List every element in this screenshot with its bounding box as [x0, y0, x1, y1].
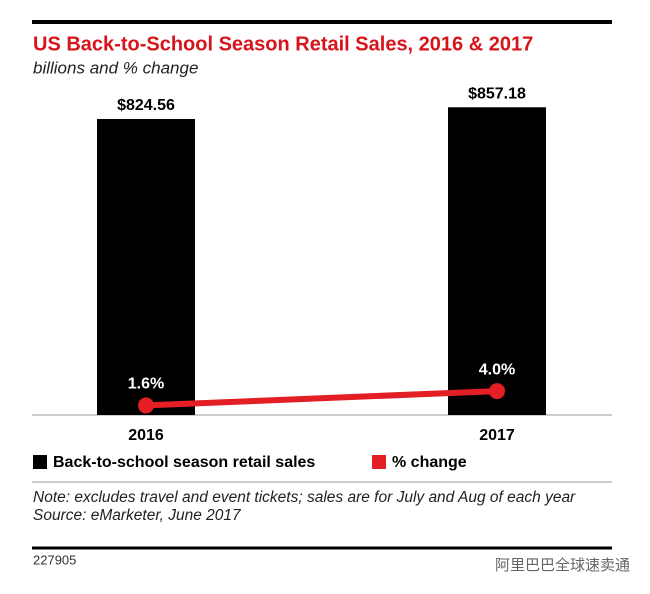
line-point — [489, 383, 505, 400]
bar-value-label: $824.56 — [117, 97, 175, 114]
legend-label: % change — [392, 454, 467, 471]
watermark: 阿里巴巴全球速卖通 — [495, 556, 630, 574]
bar — [448, 107, 546, 416]
line-value-label: 1.6% — [128, 376, 164, 393]
legend-swatch — [33, 455, 47, 469]
x-tick-label: 2016 — [128, 427, 164, 444]
bar-value-label: $857.18 — [468, 85, 526, 102]
x-tick-label: 2017 — [479, 427, 515, 444]
line-value-label: 4.0% — [479, 361, 515, 378]
legend-label: Back-to-school season retail sales — [53, 454, 315, 471]
bar — [97, 118, 195, 415]
line — [145, 388, 498, 409]
note: Note: excludes travel and event tickets;… — [33, 489, 576, 506]
chart-subtitle: billions and % change — [33, 58, 198, 77]
chart-title: US Back-to-School Season Retail Sales, 2… — [33, 33, 533, 55]
legend-swatch — [372, 455, 386, 469]
source: Source: eMarketer, June 2017 — [33, 507, 241, 524]
chart-id: 227905 — [33, 552, 76, 567]
notes: Note: excludes travel and event tickets;… — [33, 489, 613, 525]
line-point — [138, 397, 154, 414]
